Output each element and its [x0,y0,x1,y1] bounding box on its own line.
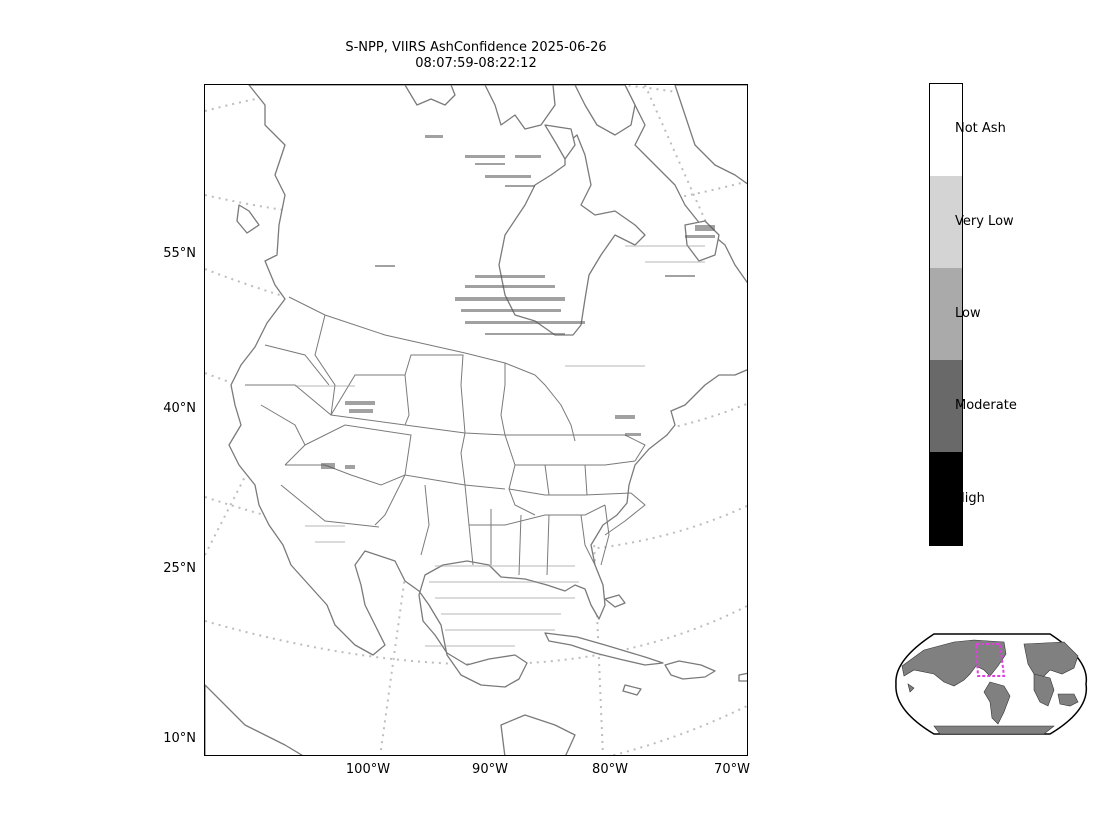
coastlines [205,85,747,755]
colorbar-segment-not-ash [930,84,962,176]
colorbar-segment-very-low [930,176,962,268]
colorbar-segment-low [930,268,962,360]
ash-confidence-field-light [295,245,705,647]
lat-label-40: 40°N [163,401,196,416]
lat-label-10: 10°N [163,731,196,746]
colorbar-label-moderate: Moderate [955,398,1017,413]
map-title: S-NPP, VIIRS AshConfidence 2025-06-26 08… [200,40,752,72]
lon-label-100w: 100°W [345,762,391,777]
colorbar-label-very-low: Very Low [955,214,1014,229]
map-canvas [205,85,747,755]
map-title-line1: S-NPP, VIIRS AshConfidence 2025-06-26 [345,40,607,55]
colorbar-label-low: Low [955,306,981,321]
lat-label-25: 25°N [163,561,196,576]
inset-extent-box [974,643,1006,677]
world-locator-inset [895,633,1088,735]
colorbar [929,83,963,546]
lat-label-55: 55°N [163,246,196,261]
colorbar-label-not-ash: Not Ash [955,121,1006,136]
map-title-line2: 08:07:59-08:22:12 [415,56,537,71]
lon-label-80w: 80°W [592,762,628,777]
map-panel[interactable] [204,84,748,756]
ash-confidence-field [321,135,715,469]
lon-label-90w: 90°W [472,762,508,777]
colorbar-segment-high [930,452,962,546]
inset-landmasses [901,639,1079,735]
lon-label-70w: 70°W [714,762,750,777]
colorbar-segment-moderate [930,360,962,452]
colorbar-label-high: High [955,491,985,506]
